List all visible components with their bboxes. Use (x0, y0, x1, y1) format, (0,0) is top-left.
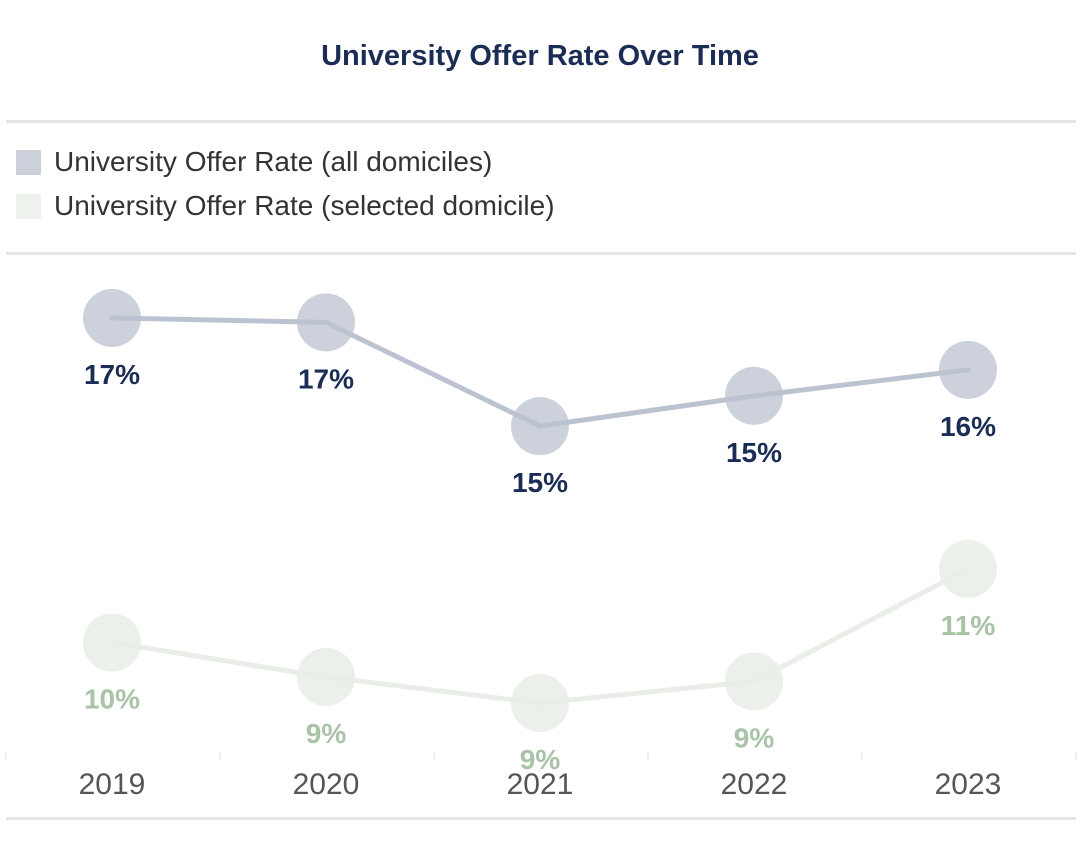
x-tick-label-2022: 2022 (721, 768, 788, 801)
legend-top-divider (6, 120, 1076, 123)
legend-label-selected-domicile: University Offer Rate (selected domicile… (54, 190, 555, 221)
line-all-domiciles (109, 315, 971, 429)
line-selected-domicile (109, 566, 971, 706)
value-label-selected-domicile-2019: 10% (84, 683, 140, 714)
value-label-selected-domicile-2021: 9% (520, 744, 561, 775)
legend-item-all-domiciles[interactable]: University Offer Rate (all domiciles) (16, 140, 555, 184)
legend-item-selected-domicile[interactable]: University Offer Rate (selected domicile… (16, 184, 555, 228)
legend: University Offer Rate (all domiciles) Un… (16, 140, 555, 228)
value-label-selected-domicile-2023: 11% (941, 610, 996, 641)
x-axis: 2019 2020 2021 2022 2023 (5, 752, 1077, 801)
value-label-selected-domicile-2020: 9% (306, 718, 347, 749)
value-label-selected-domicile-2022: 9% (734, 722, 775, 753)
x-tick-label-2021: 2021 (507, 768, 574, 801)
legend-swatch-selected-domicile (16, 193, 41, 219)
legend-swatch-all-domiciles (16, 149, 41, 175)
value-label-all-domiciles-2022: 15% (726, 437, 782, 468)
chart-title: University Offer Rate Over Time (321, 40, 759, 72)
legend-label-all-domiciles: University Offer Rate (all domiciles) (54, 146, 493, 177)
value-label-all-domiciles-2023: 16% (940, 411, 996, 442)
x-tick-label-2023: 2023 (935, 768, 1002, 801)
value-label-all-domiciles-2021: 15% (512, 467, 568, 498)
x-tick-label-2019: 2019 (79, 768, 146, 801)
series-selected-domicile: 10% 9% 9% 9% 11% (83, 539, 997, 775)
x-tick-label-2020: 2020 (293, 768, 360, 801)
value-label-all-domiciles-2019: 17% (84, 359, 140, 390)
legend-bottom-divider (6, 252, 1076, 255)
value-label-all-domiciles-2020: 17% (298, 363, 354, 394)
chart-bottom-divider (6, 817, 1076, 820)
series-all-domiciles: 17% 17% 15% 15% 16% (83, 289, 997, 498)
